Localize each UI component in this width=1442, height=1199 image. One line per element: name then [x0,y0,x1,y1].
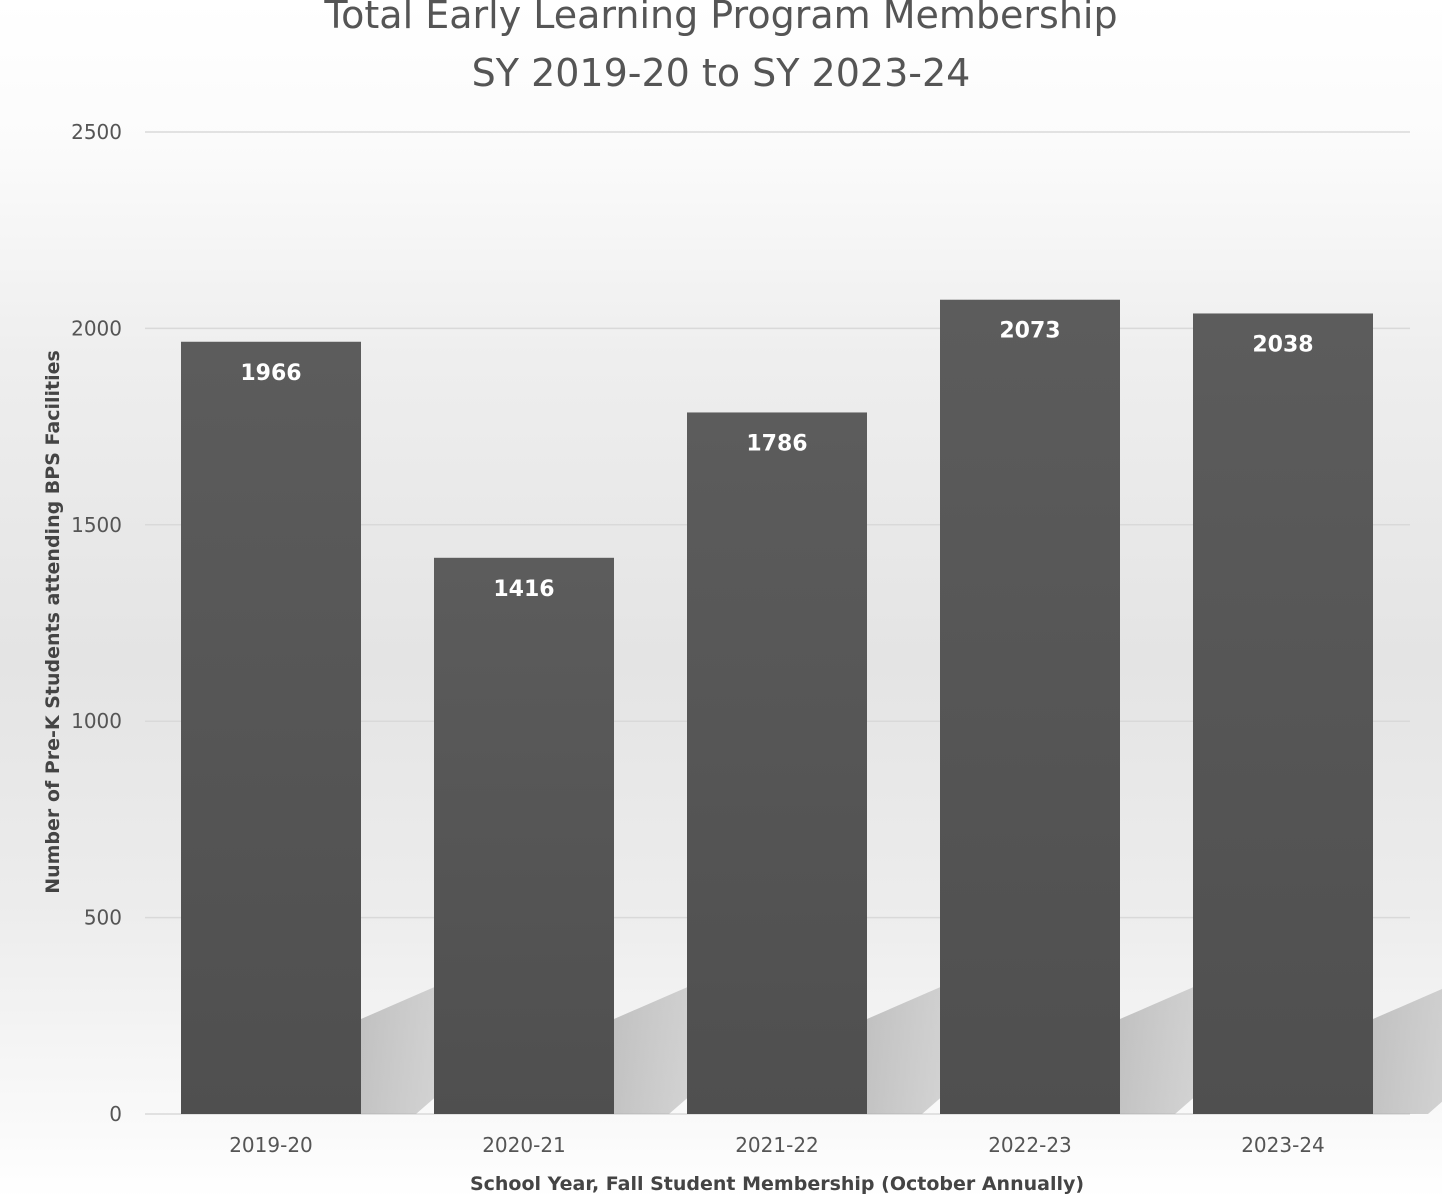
y-axis-title: Number of Pre-K Students attending BPS F… [42,350,64,894]
data-label-2023-24: 2038 [1252,332,1313,357]
bar-2022-23 [940,299,1120,1114]
y-tick-label-1500: 1500 [71,513,122,537]
x-axis-tick-labels: 2019-20 2020-21 2021-22 2022-23 2023-24 [229,1133,1325,1157]
data-label-2021-22: 1786 [746,431,807,456]
x-tick-label-2019-20: 2019-20 [229,1133,313,1157]
chart-title-line-1: Total Early Learning Program Membership [323,0,1117,37]
data-label-2022-23: 2073 [999,319,1060,344]
x-tick-label-2020-21: 2020-21 [482,1133,566,1157]
bar-shadow-2023-24 [1373,989,1442,1114]
y-tick-label-2000: 2000 [71,316,122,340]
x-tick-label-2021-22: 2021-22 [735,1133,819,1157]
data-label-2020-21: 1416 [493,577,554,602]
chart-title-line-2: SY 2019-20 to SY 2023-24 [472,51,971,95]
data-labels: 1966 1416 1786 2073 2038 [240,319,1313,602]
y-tick-label-1000: 1000 [71,709,122,733]
bars [181,299,1373,1114]
x-tick-label-2022-23: 2022-23 [988,1133,1072,1157]
bar-2019-20 [181,341,361,1114]
bar-2021-22 [687,412,867,1114]
y-tick-label-2500: 2500 [71,120,122,144]
x-tick-label-2023-24: 2023-24 [1241,1133,1325,1157]
bar-2020-21 [434,557,614,1114]
y-tick-label-500: 500 [84,906,122,930]
bar-2023-24 [1193,313,1373,1114]
data-label-2019-20: 1966 [240,361,301,386]
y-tick-label-0: 0 [109,1102,122,1126]
y-axis-tick-labels: 0 500 1000 1500 2000 2500 [71,120,122,1126]
x-axis-title: School Year, Fall Student Membership (Oc… [470,1173,1084,1195]
